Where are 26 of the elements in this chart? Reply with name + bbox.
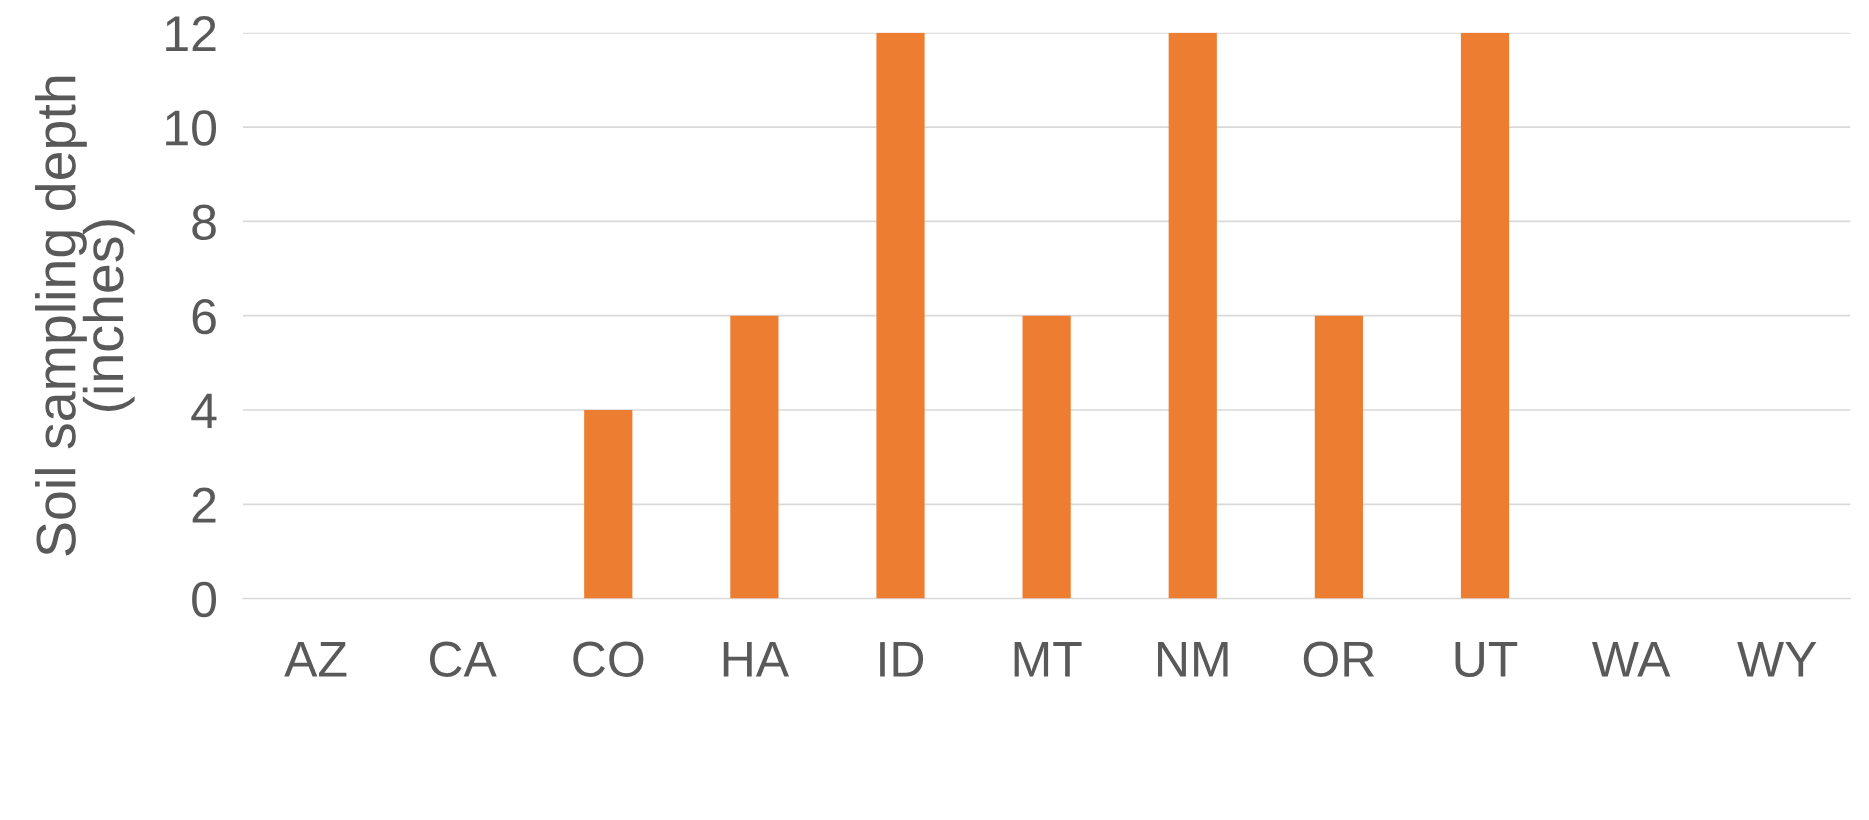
y-axis-title: Soil sampling depth (inches) (35, 76, 135, 556)
x-tick-label: CO (573, 641, 644, 677)
y-tick-label: 2 (192, 487, 216, 523)
y-tick-label: 0 (192, 581, 217, 618)
bar (1022, 315, 1071, 599)
y-tick-label: 12 (166, 16, 216, 51)
x-tick-label: AZ (284, 642, 347, 677)
bar (1314, 315, 1363, 599)
bar (876, 32, 925, 599)
x-tick-label: WY (1737, 642, 1817, 677)
x-tick-label: OR (1303, 641, 1375, 677)
x-tick-label: NM (1157, 642, 1228, 677)
x-tick-label: HA (723, 642, 790, 677)
x-tick-label: ID (880, 642, 924, 677)
x-tick-label: MT (1014, 642, 1082, 677)
bar (1168, 32, 1217, 599)
x-tick-label: UT (1455, 642, 1518, 677)
bar (730, 315, 779, 599)
y-tick-label: 4 (191, 393, 217, 429)
y-tick-label: 10 (166, 110, 217, 146)
bar (1460, 32, 1510, 599)
x-tick-label: WA (1592, 642, 1671, 677)
bar (584, 410, 633, 599)
y-tick-label: 8 (192, 204, 216, 241)
x-tick-label: CA (429, 641, 497, 677)
y-tick-label: 6 (192, 298, 216, 335)
